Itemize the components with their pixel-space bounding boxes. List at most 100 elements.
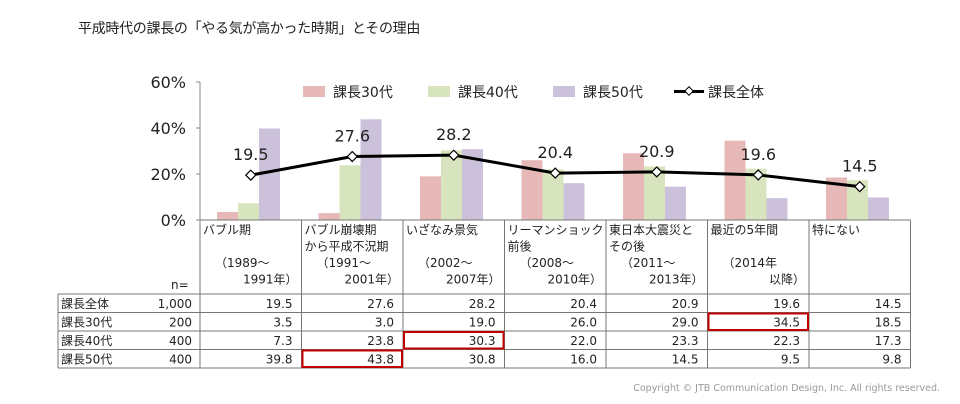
table-cell-value: 19.0: [469, 316, 496, 330]
legend-label: 課長50代: [583, 85, 643, 101]
bar-s50-5: [766, 198, 788, 220]
bar-s30-4: [623, 153, 644, 220]
bar-s50-0: [259, 128, 280, 220]
category-label: 2010年）: [547, 273, 602, 287]
table-cell-value: 14.5: [875, 297, 902, 311]
copyright-text: Copyright © JTB Communication Design, In…: [633, 383, 940, 394]
category-label: 2007年）: [446, 273, 501, 287]
total-data-label: 20.4: [537, 143, 573, 162]
total-marker: [853, 180, 866, 193]
n-header: n=: [171, 278, 189, 292]
table-cell-value: 9.5: [781, 353, 800, 367]
category-label: 1991年）: [243, 273, 298, 287]
table-cell-value: 26.0: [570, 316, 597, 330]
total-data-label: 27.6: [334, 127, 370, 146]
legend-marker-total: [684, 86, 694, 96]
total-data-label: 28.2: [436, 125, 472, 144]
table-row-n: 200: [169, 316, 192, 330]
category-label: 特にない: [812, 222, 860, 237]
category-label: （2008～: [520, 256, 575, 270]
table-cell-value: 19.6: [773, 297, 800, 311]
category-label: バブル期: [203, 222, 251, 237]
highlight-box: [403, 331, 505, 350]
table-cell-value: 17.3: [875, 334, 902, 348]
y-tick-label: 60%: [150, 73, 186, 92]
table-row-label: 課長40代: [61, 333, 112, 348]
table-cell-value: 19.5: [266, 297, 293, 311]
legend-swatch-s50: [553, 86, 575, 97]
category-label: 2001年）: [344, 273, 399, 287]
highlight-box: [301, 349, 403, 368]
table-cell-value: 7.3: [273, 334, 292, 348]
category-label: リーマンショック: [508, 223, 604, 237]
legend-swatch-s30: [303, 86, 325, 97]
bar-s40-6: [847, 180, 868, 220]
bar-s50-2: [462, 149, 483, 220]
category-label: 2013年）: [649, 273, 704, 287]
total-data-label: 20.9: [639, 142, 675, 161]
total-data-label: 14.5: [842, 157, 878, 176]
bar-s50-6: [868, 197, 889, 220]
table-row-n: 400: [169, 353, 192, 367]
category-label: （1991～: [317, 256, 372, 270]
table-cell-value: 29.0: [672, 316, 699, 330]
legend-label: 課長40代: [458, 85, 518, 101]
table-cell-value: 22.0: [570, 334, 597, 348]
category-label: 前後: [508, 239, 532, 254]
total-marker: [549, 167, 562, 179]
bar-s40-0: [238, 203, 259, 220]
y-tick-label: 20%: [150, 165, 186, 184]
table-row-label: 課長50代: [61, 352, 112, 367]
category-label: いざなみ景気: [406, 222, 478, 237]
bar-s50-4: [665, 186, 686, 220]
table-cell-value: 16.0: [570, 353, 597, 367]
bar-s30-5: [724, 140, 746, 220]
table-cell-value: 27.6: [367, 297, 394, 311]
table-cell-value: 22.3: [773, 334, 800, 348]
category-label: バブル崩壊期: [305, 222, 377, 237]
total-marker: [244, 169, 257, 181]
legend-label: 課長全体: [708, 84, 764, 101]
table-cell-value: 34.5: [773, 316, 800, 330]
bar-s50-3: [563, 183, 585, 220]
table-row-n: 1,000: [158, 297, 192, 311]
category-label: （2011～: [621, 256, 676, 270]
table-row-label: 課長全体: [61, 296, 109, 311]
total-data-label: 19.5: [233, 145, 269, 164]
category-label: 以降）: [769, 273, 805, 287]
total-marker: [447, 149, 460, 161]
table-cell-value: 20.4: [570, 297, 597, 311]
chart-title: 平成時代の課長の「やる気が高かった時期」とその理由: [78, 21, 421, 37]
bar-s30-1: [318, 213, 340, 220]
bar-s40-2: [441, 150, 462, 220]
table-row-n: 400: [169, 334, 192, 348]
table-cell-value: 3.0: [375, 316, 394, 330]
table-cell-value: 23.3: [672, 334, 699, 348]
table-cell-value: 30.8: [469, 353, 496, 367]
total-marker: [752, 169, 765, 181]
bar-s40-1: [339, 165, 361, 220]
category-label: から平成不況期: [305, 239, 389, 254]
category-label: 最近の5年間: [711, 223, 779, 237]
bar-s40-4: [644, 166, 665, 220]
total-data-label: 19.6: [740, 145, 776, 164]
y-tick-label: 40%: [150, 119, 186, 138]
table-cell-value: 3.5: [273, 316, 292, 330]
total-marker: [346, 150, 359, 163]
category-label: 東日本大震災と: [609, 223, 693, 237]
bar-s40-5: [745, 168, 767, 220]
legend-swatch-s40: [428, 86, 450, 97]
bar-s30-0: [217, 211, 238, 220]
category-label: （1989～: [215, 256, 270, 270]
category-label: （2002～: [418, 256, 473, 270]
table-cell-value: 23.8: [367, 334, 394, 348]
bar-s30-6: [826, 177, 847, 220]
highlight-box: [707, 312, 809, 331]
legend-label: 課長30代: [333, 85, 393, 101]
category-label: その後: [609, 240, 645, 254]
table-cell-value: 30.3: [469, 334, 496, 348]
bar-s30-2: [420, 176, 441, 220]
bar-s40-3: [542, 169, 564, 220]
table-cell-value: 39.8: [266, 353, 293, 367]
